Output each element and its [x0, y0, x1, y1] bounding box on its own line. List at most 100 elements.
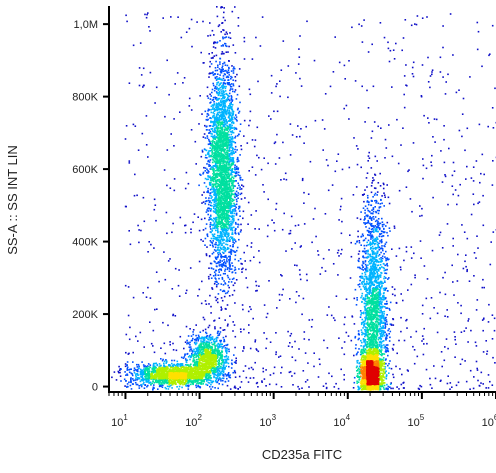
event-dot — [229, 125, 231, 127]
event-dot — [232, 372, 234, 374]
event-dot — [142, 292, 144, 294]
event-dot — [228, 291, 230, 293]
event-dot — [373, 211, 375, 213]
event-dot — [230, 147, 232, 149]
event-dot — [224, 124, 226, 126]
event-dot — [435, 378, 437, 380]
event-dot — [252, 166, 254, 168]
event-dot — [430, 161, 432, 163]
event-dot — [492, 338, 494, 340]
event-dot — [226, 231, 228, 233]
event-dot — [370, 248, 372, 250]
event-dot — [185, 232, 187, 234]
event-dot — [236, 194, 238, 196]
event-dot — [211, 277, 213, 279]
event-dot — [337, 274, 339, 276]
event-dot — [275, 163, 277, 165]
event-dot — [221, 98, 223, 100]
event-dot — [427, 278, 429, 280]
event-dot — [380, 257, 382, 259]
event-dot — [355, 336, 357, 338]
event-dot — [198, 123, 200, 125]
event-dot — [225, 100, 227, 102]
event-dot — [211, 118, 213, 120]
event-dot — [205, 384, 207, 386]
event-dot — [219, 358, 221, 360]
event-dot — [387, 307, 389, 309]
event-dot — [231, 98, 233, 100]
event-dot — [273, 373, 275, 375]
event-dot — [371, 250, 373, 252]
event-dot — [164, 343, 166, 345]
event-dot — [364, 287, 366, 289]
event-dot — [473, 204, 475, 206]
event-dot — [153, 384, 155, 386]
event-dot — [262, 368, 264, 370]
event-dot — [238, 268, 240, 270]
event-dot — [358, 258, 360, 260]
event-dot — [482, 279, 484, 281]
event-dot — [258, 250, 260, 252]
event-dot — [477, 380, 479, 382]
event-dot — [476, 160, 478, 162]
event-dot — [219, 111, 221, 113]
event-dot — [167, 149, 169, 151]
event-dot — [298, 348, 300, 350]
event-dot — [222, 300, 224, 302]
event-dot — [368, 107, 370, 109]
event-dot — [162, 386, 164, 388]
event-dot — [465, 266, 467, 268]
event-dot — [167, 325, 169, 327]
event-dot — [341, 347, 343, 349]
event-dot — [390, 323, 392, 325]
event-dot — [362, 264, 364, 266]
event-dot — [199, 386, 201, 388]
event-dot — [155, 220, 157, 222]
event-dot — [179, 386, 181, 388]
event-dot — [453, 162, 455, 164]
event-dot — [467, 128, 469, 130]
event-dot — [158, 382, 160, 384]
event-dot — [230, 229, 232, 231]
event-dot — [386, 333, 388, 335]
event-dot — [492, 357, 494, 359]
event-dot — [138, 385, 140, 387]
event-dot — [203, 136, 205, 138]
event-dot — [219, 98, 221, 100]
event-dot — [238, 112, 240, 114]
event-dot — [290, 230, 292, 232]
event-dot — [248, 311, 250, 313]
event-dot — [376, 261, 378, 263]
event-dot — [281, 386, 283, 388]
event-dot — [151, 383, 153, 385]
event-dot — [370, 290, 372, 292]
event-dot — [209, 347, 211, 349]
event-dot — [464, 261, 466, 263]
event-dot — [307, 362, 309, 364]
event-dot — [369, 282, 371, 284]
event-dot — [371, 44, 373, 46]
event-dot — [222, 84, 224, 86]
event-dot — [301, 314, 303, 316]
event-dot — [372, 213, 374, 215]
event-dot — [384, 194, 386, 196]
event-dot — [362, 266, 364, 268]
event-dot — [154, 309, 156, 311]
event-dot — [371, 235, 373, 237]
event-dot — [356, 186, 358, 188]
event-dot — [216, 300, 218, 302]
event-dot — [229, 145, 231, 147]
event-dot — [184, 354, 186, 356]
event-dot — [229, 149, 231, 151]
event-dot — [382, 282, 384, 284]
event-dot — [365, 226, 367, 228]
event-dot — [388, 386, 390, 388]
event-dot — [370, 225, 372, 227]
event-dot — [364, 288, 366, 290]
event-dot — [372, 177, 374, 179]
event-dot — [375, 260, 377, 262]
event-dot — [358, 334, 360, 336]
event-dot — [381, 342, 383, 344]
event-dot — [478, 31, 480, 33]
event-dot — [213, 340, 215, 342]
